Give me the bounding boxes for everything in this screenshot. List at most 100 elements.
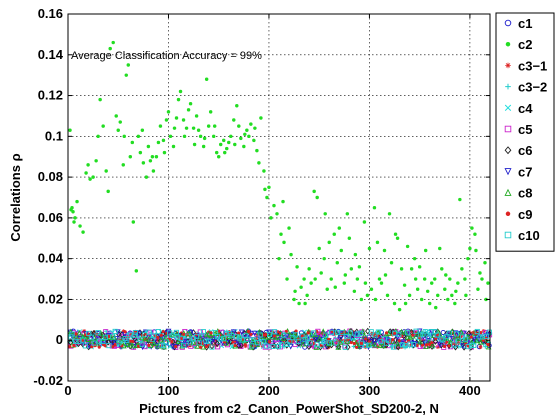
data-point xyxy=(359,297,364,302)
data-point xyxy=(92,330,97,335)
data-point xyxy=(233,339,238,344)
data-point xyxy=(171,144,176,149)
data-point xyxy=(344,334,350,340)
data-point xyxy=(242,333,248,339)
data-point xyxy=(204,345,208,349)
data-point xyxy=(68,334,74,340)
data-point xyxy=(289,252,293,257)
data-point xyxy=(346,337,350,341)
data-point xyxy=(282,240,286,245)
data-point xyxy=(249,343,255,349)
data-point xyxy=(223,330,229,336)
data-point xyxy=(357,330,363,336)
data-point xyxy=(458,197,462,202)
data-point xyxy=(399,342,406,348)
data-point xyxy=(394,340,401,347)
data-point xyxy=(141,161,146,165)
y-tick-label: 0.06 xyxy=(38,210,63,225)
data-point xyxy=(132,330,138,336)
data-point xyxy=(417,265,422,269)
data-point xyxy=(299,285,303,289)
data-point xyxy=(302,277,306,281)
data-point xyxy=(247,329,251,334)
data-point xyxy=(287,339,293,345)
data-point xyxy=(161,343,167,349)
data-point xyxy=(462,337,468,343)
data-point xyxy=(378,338,384,344)
data-point xyxy=(181,342,187,348)
data-point xyxy=(208,339,214,345)
data-point xyxy=(68,128,72,132)
data-point xyxy=(470,226,474,230)
data-point xyxy=(339,248,344,253)
data-point xyxy=(73,216,77,220)
data-point xyxy=(158,124,163,128)
data-point xyxy=(357,265,362,269)
legend-marker xyxy=(505,62,511,69)
data-point xyxy=(78,224,82,228)
data-point xyxy=(188,335,193,341)
data-point xyxy=(353,252,358,257)
data-point xyxy=(415,343,419,348)
data-point xyxy=(443,287,447,291)
data-point xyxy=(185,334,191,341)
data-point xyxy=(480,277,484,281)
data-point xyxy=(416,338,423,345)
data-point xyxy=(420,338,425,343)
data-point xyxy=(422,340,429,347)
data-point xyxy=(137,336,143,342)
data-point xyxy=(325,287,329,291)
data-point xyxy=(147,343,151,347)
legend-marker xyxy=(504,146,512,155)
data-point xyxy=(399,267,404,271)
data-point xyxy=(96,338,102,344)
data-point xyxy=(174,116,179,120)
data-point xyxy=(128,339,132,343)
plot-area-frame xyxy=(67,13,491,382)
y-tick-label: 0.14 xyxy=(38,47,64,62)
data-point xyxy=(72,220,76,224)
data-point xyxy=(425,289,430,294)
y-tick-label: -0.02 xyxy=(33,373,63,388)
data-point xyxy=(332,232,336,236)
data-point xyxy=(121,163,125,167)
data-point xyxy=(218,336,224,342)
data-point xyxy=(129,332,134,337)
data-point xyxy=(272,329,278,335)
data-point xyxy=(468,246,472,251)
data-point xyxy=(74,332,78,336)
data-point xyxy=(192,142,197,147)
data-point xyxy=(106,343,112,349)
data-point xyxy=(447,344,451,348)
data-point xyxy=(327,337,331,341)
data-point xyxy=(111,40,115,45)
data-point xyxy=(411,333,415,337)
data-point xyxy=(102,334,108,340)
data-point xyxy=(112,328,118,334)
data-point xyxy=(450,293,454,298)
data-point xyxy=(277,256,281,261)
data-point xyxy=(80,337,86,343)
data-point xyxy=(156,335,160,340)
data-point xyxy=(139,341,145,347)
data-point xyxy=(68,345,72,349)
data-point xyxy=(204,77,209,81)
data-point xyxy=(333,341,339,346)
data-point xyxy=(180,337,184,341)
data-point xyxy=(478,344,483,350)
y-axis-label: Correlations ρ xyxy=(8,153,23,241)
data-point xyxy=(362,220,367,224)
data-point xyxy=(337,336,344,343)
data-point xyxy=(287,226,291,230)
data-point xyxy=(365,293,370,298)
data-point xyxy=(466,256,470,261)
data-point xyxy=(366,342,372,348)
data-point xyxy=(190,336,197,342)
data-point xyxy=(262,169,266,173)
data-point xyxy=(440,267,444,271)
data-point xyxy=(465,344,471,350)
data-point xyxy=(297,301,301,306)
data-point xyxy=(469,335,473,339)
data-point xyxy=(305,293,309,298)
